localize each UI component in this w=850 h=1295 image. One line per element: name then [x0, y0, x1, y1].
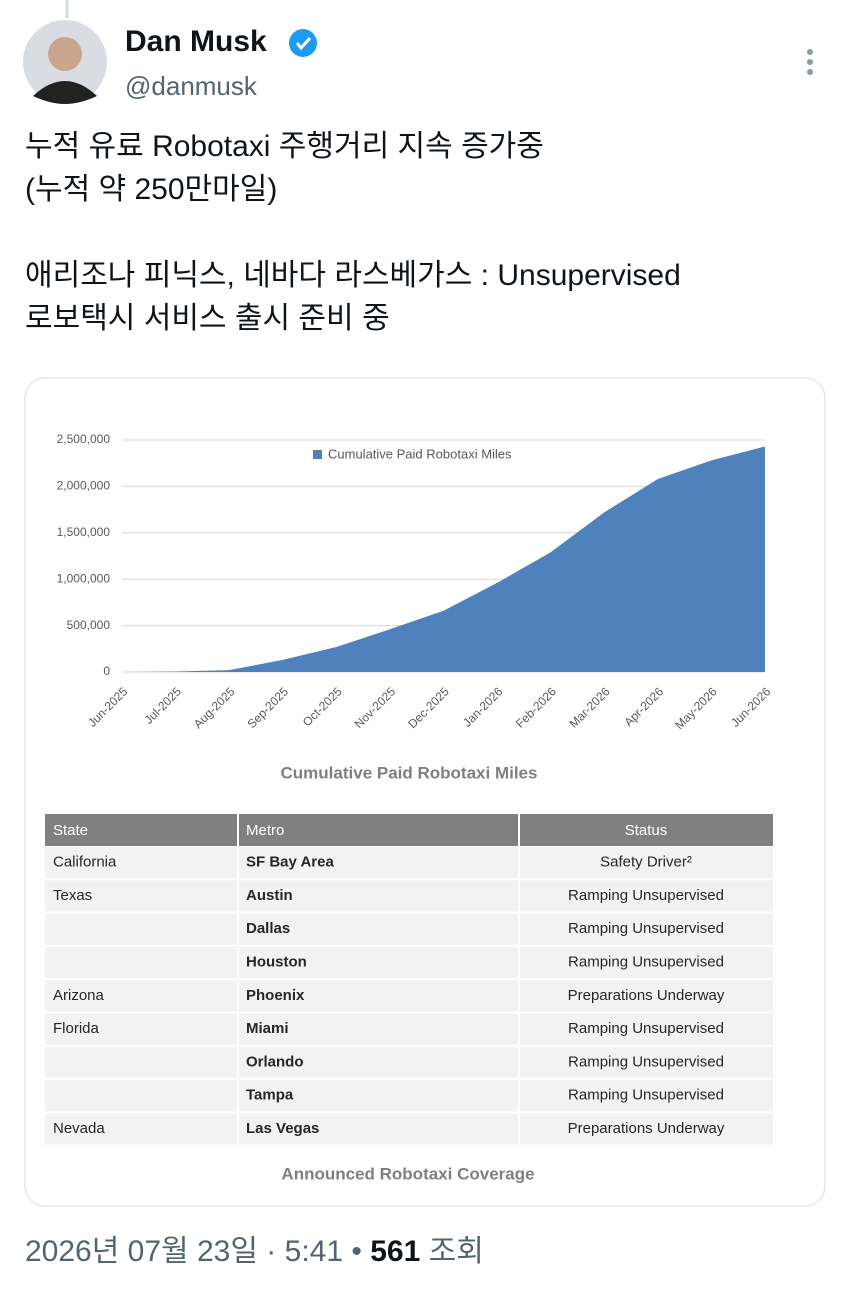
table-row-bg	[45, 980, 773, 1012]
y-tick-label: 0	[103, 664, 110, 678]
separator: ·	[266, 1235, 276, 1268]
dot	[807, 59, 813, 65]
avatar[interactable]	[23, 20, 107, 104]
avatar-body	[33, 81, 97, 104]
verified-badge	[289, 29, 317, 57]
badge-check	[295, 36, 312, 51]
table-header-bg	[45, 814, 773, 846]
chart-caption: Cumulative Paid Robotaxi Miles	[281, 763, 538, 782]
timestamp-date: 2026년 07월 23일	[25, 1235, 258, 1268]
table-caption: Announced Robotaxi Coverage	[281, 1164, 534, 1183]
table-row-bg	[45, 1046, 773, 1079]
legend-label: Cumulative Paid Robotaxi Miles	[328, 446, 512, 461]
footer: 2026년 07월 23일 · 5:41 • 561 조회	[25, 1235, 484, 1268]
tweet-line: 애리조나 피닉스, 네바다 라스베가스 : Unsupervised	[25, 259, 681, 292]
table-cell: Ramping Unsupervised	[568, 887, 724, 904]
y-tick-label: 2,000,000	[57, 479, 111, 493]
table-cell: Tampa	[246, 1087, 294, 1104]
table-row-bg	[45, 946, 773, 979]
tweet-text: 누적 유료 Robotaxi 주행거리 지속 증가중 (누적 약 250만마일) 애…	[25, 130, 681, 335]
footer-text: 2026년 07월 23일 · 5:41 • 561 조회	[25, 1235, 484, 1268]
table-row-bg	[45, 1080, 773, 1112]
dot	[807, 69, 813, 75]
view-label: 조회	[429, 1235, 484, 1268]
table-cell: Texas	[53, 887, 92, 904]
table-cell: Preparations Underway	[568, 1120, 725, 1137]
table-cell: SF Bay Area	[246, 854, 334, 871]
y-tick-label: 2,500,000	[57, 432, 111, 446]
table-cell: Orlando	[246, 1053, 304, 1070]
table-cell: Ramping Unsupervised	[568, 954, 724, 971]
table-cell: Ramping Unsupervised	[568, 1087, 724, 1104]
tweet-line: (누적 약 250만마일)	[25, 173, 277, 206]
table-cell: California	[53, 854, 117, 871]
area	[122, 446, 765, 672]
table-cell: Preparations Underway	[568, 987, 725, 1004]
table-header-cell: Status	[625, 822, 668, 839]
author-handle[interactable]: @danmusk	[125, 71, 258, 101]
table-cell: Ramping Unsupervised	[568, 1053, 724, 1070]
table-row-bg	[45, 1113, 773, 1145]
table-row-bg	[45, 880, 773, 912]
table-cell: Houston	[246, 954, 307, 971]
y-tick-label: 1,000,000	[57, 571, 111, 585]
author-name[interactable]: Dan Musk	[125, 25, 267, 58]
table-cell: Safety Driver²	[600, 854, 692, 871]
view-count: 561	[370, 1235, 420, 1268]
y-tick-label: 1,500,000	[57, 525, 111, 539]
dot	[807, 49, 813, 55]
table-cell: Arizona	[53, 987, 105, 1004]
avatar-face	[48, 37, 82, 71]
table-cell: Nevada	[53, 1120, 105, 1137]
table-cell: Florida	[53, 1020, 100, 1037]
table-cell: Miami	[246, 1020, 289, 1037]
legend-swatch	[313, 450, 322, 459]
separator: •	[351, 1235, 362, 1268]
table: State Metro Status California SF Bay Area Saf…	[45, 814, 773, 1183]
tweet-line: 로보택시 서비스 출시 준비 중	[25, 302, 390, 335]
table-row-bg	[45, 847, 773, 879]
table-row-bg	[45, 1013, 773, 1045]
more-button[interactable]	[807, 49, 813, 75]
table-cell: Las Vegas	[246, 1120, 319, 1137]
table-cell: Dallas	[246, 920, 290, 937]
timestamp-time: 5:41	[285, 1235, 343, 1268]
table-row-bg	[45, 913, 773, 945]
badge-circle	[289, 29, 317, 57]
table-cell: Ramping Unsupervised	[568, 1020, 724, 1037]
table-cell: Phoenix	[246, 987, 305, 1004]
table-header-cell: Metro	[246, 822, 284, 839]
table-header-cell: State	[53, 822, 88, 839]
table-cell: Austin	[246, 887, 293, 904]
y-tick-label: 500,000	[67, 618, 111, 632]
table-cell: Ramping Unsupervised	[568, 920, 724, 937]
tweet-line: 누적 유료 Robotaxi 주행거리 지속 증가중	[25, 130, 544, 163]
